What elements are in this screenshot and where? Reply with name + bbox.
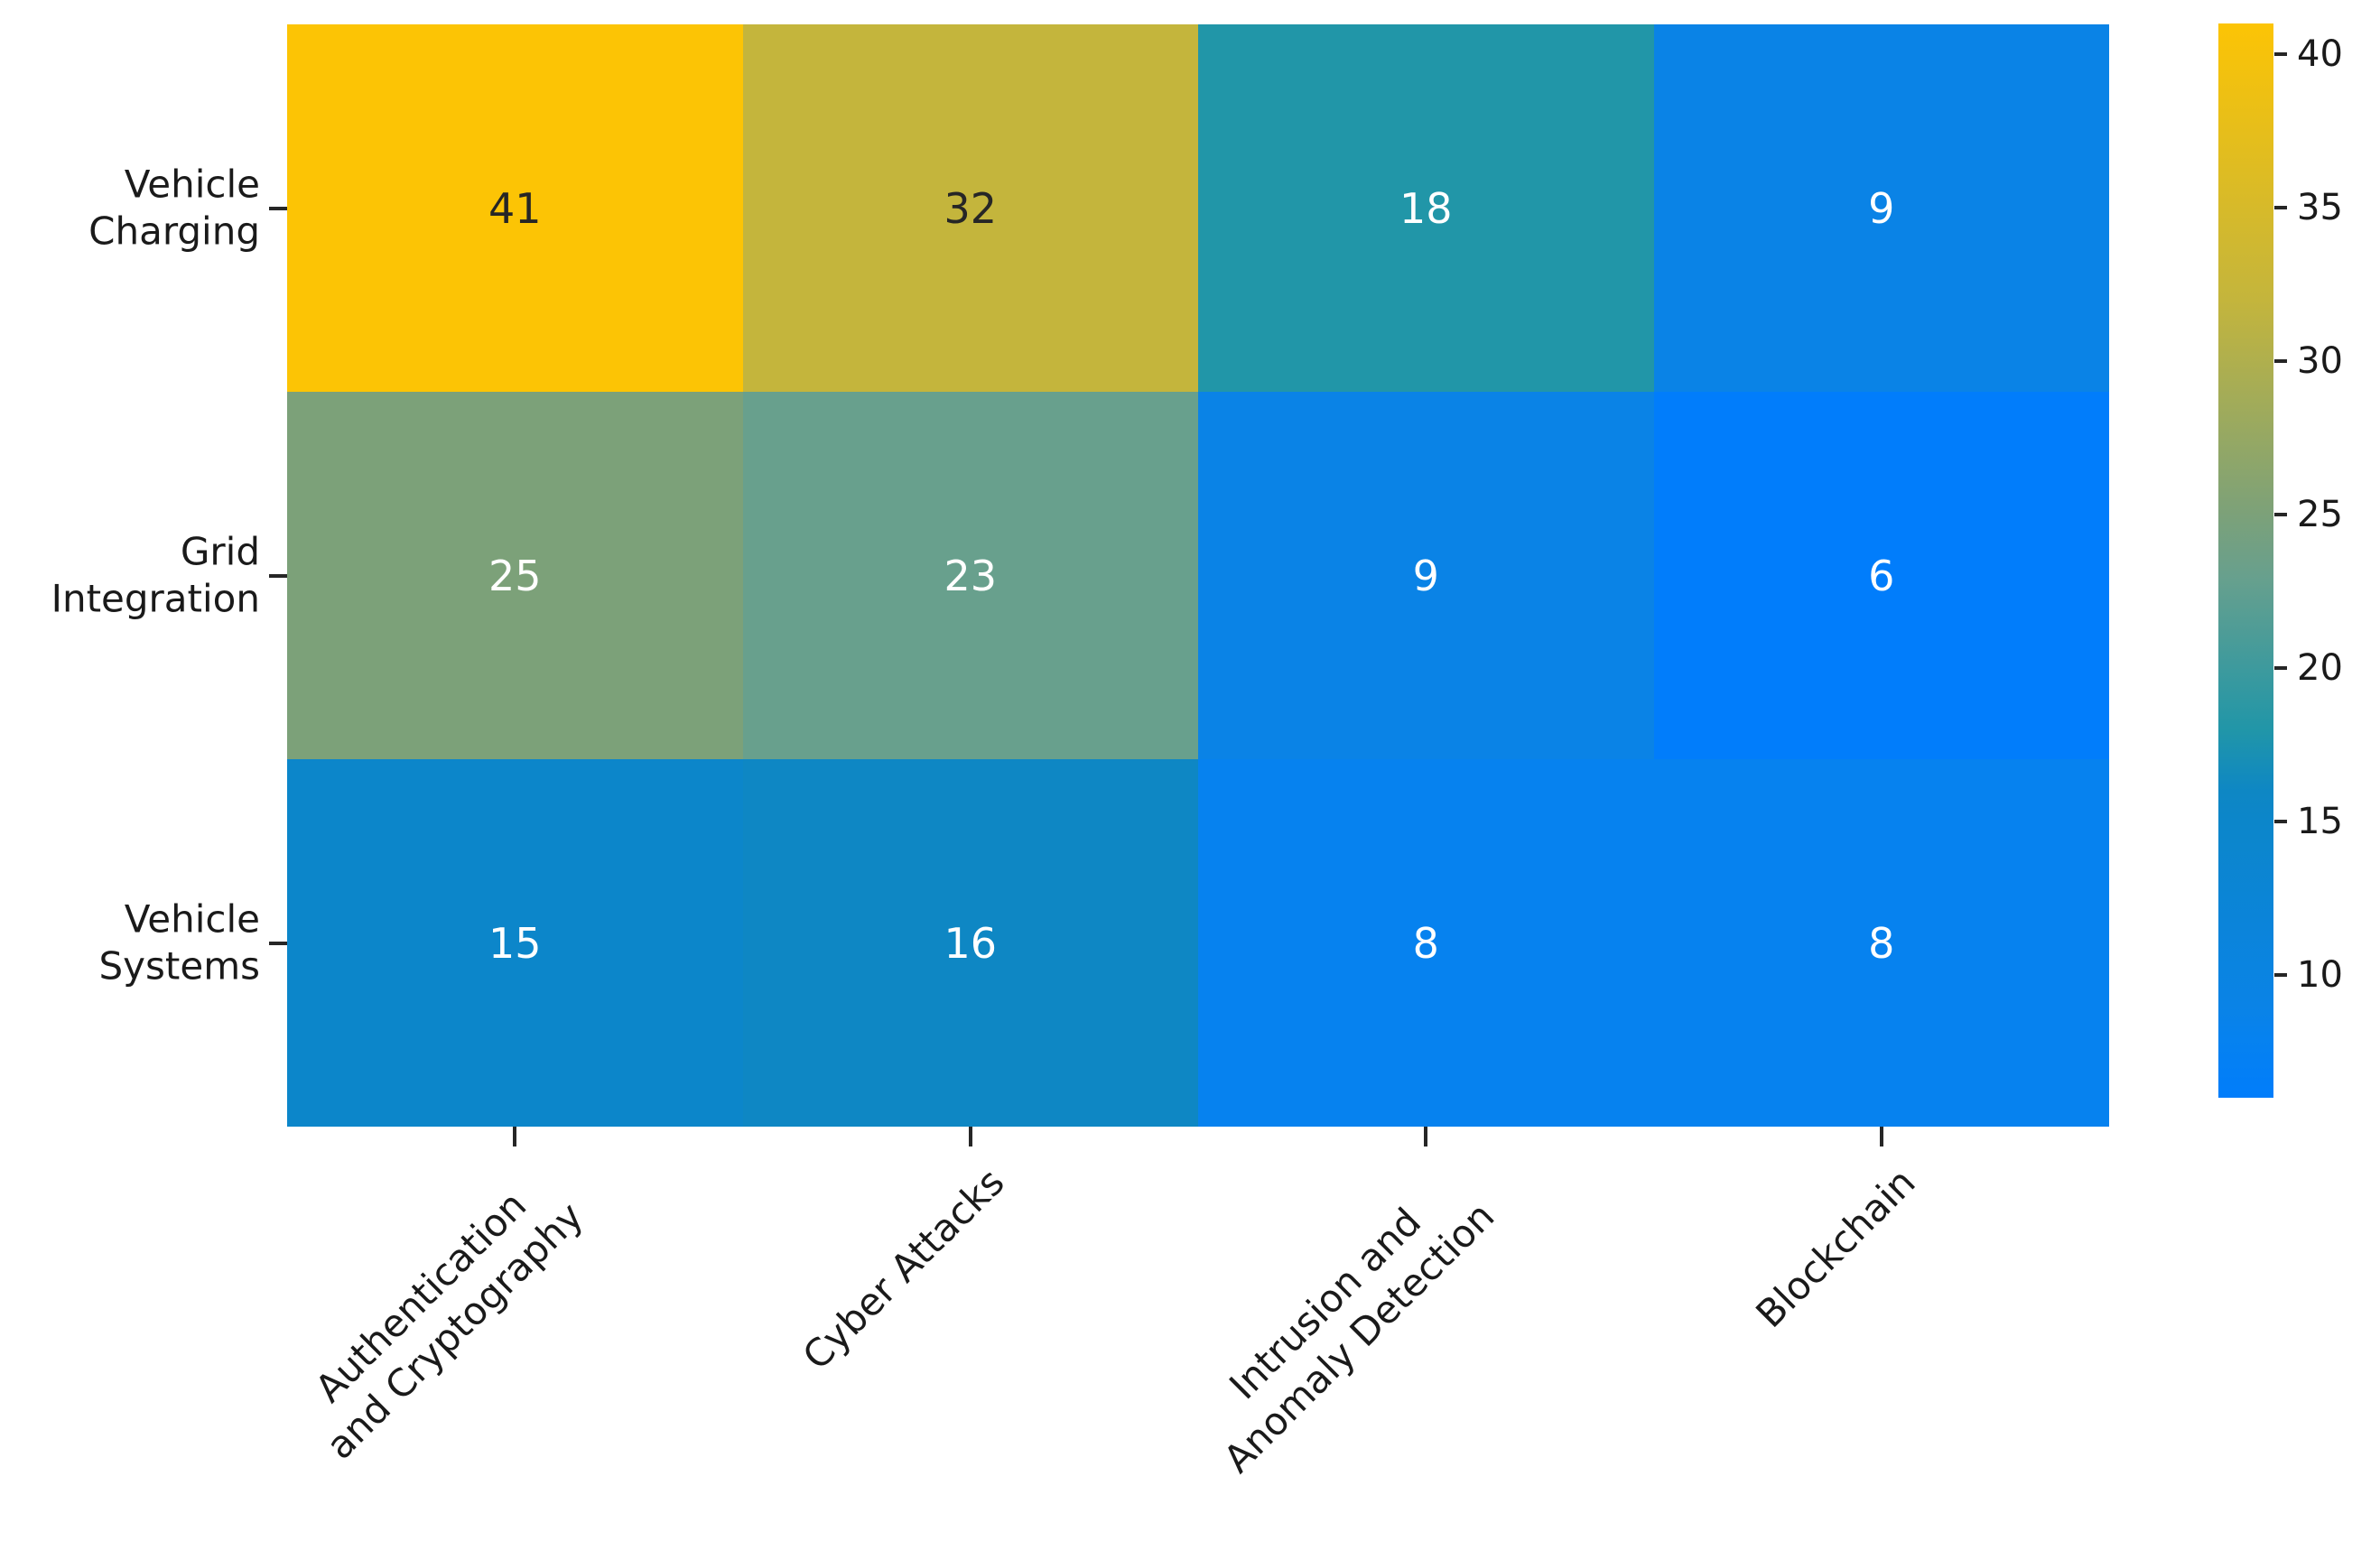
heatmap-cell: 18 — [1198, 24, 1654, 392]
cell-value: 8 — [1412, 918, 1439, 968]
cell-value: 9 — [1412, 551, 1439, 600]
heatmap-cell: 8 — [1653, 759, 2109, 1127]
x-tick — [968, 1127, 972, 1146]
x-tick — [1424, 1127, 1428, 1146]
colorbar-tick-label: 10 — [2297, 954, 2343, 996]
colorbar-tick-label: 35 — [2297, 187, 2343, 228]
cell-value: 16 — [944, 918, 998, 968]
y-tick-label: Vehicle Charging — [88, 162, 260, 254]
colorbar-tick — [2274, 820, 2287, 823]
y-tick — [269, 206, 287, 210]
x-tick-label: Intrusion and Anomaly Detection — [1214, 1193, 1502, 1481]
colorbar-tick-label: 30 — [2297, 340, 2343, 382]
y-tick — [269, 573, 287, 578]
x-tick-label: Blockchain — [1747, 1159, 1925, 1337]
cell-value: 23 — [944, 551, 998, 600]
colorbar-tick-label: 20 — [2297, 647, 2343, 689]
heatmap-cell: 16 — [742, 759, 1198, 1127]
heatmap-cell: 6 — [1653, 392, 2109, 759]
colorbar-tick-label: 25 — [2297, 494, 2343, 535]
heatmap-cell: 8 — [1198, 759, 1654, 1127]
x-tick — [1879, 1127, 1883, 1146]
colorbar-tick — [2274, 973, 2287, 977]
cell-value: 15 — [488, 918, 542, 968]
heatmap-cell: 9 — [1653, 24, 2109, 392]
x-tick-label: Cyber Attacks — [795, 1159, 1014, 1379]
colorbar-tick — [2274, 359, 2287, 363]
cell-value: 6 — [1868, 551, 1895, 600]
cell-value: 9 — [1868, 183, 1895, 233]
colorbar-tick-label: 15 — [2297, 801, 2343, 842]
cell-value: 18 — [1399, 183, 1453, 233]
heatmap-cell: 9 — [1198, 392, 1654, 759]
y-tick — [269, 941, 287, 945]
cell-value: 32 — [944, 183, 998, 233]
heatmap-cell: 32 — [742, 24, 1198, 392]
colorbar-tick — [2274, 666, 2287, 670]
colorbar-tick — [2274, 206, 2287, 209]
x-tick-label: Authentication and Cryptography — [306, 1183, 591, 1468]
cell-value: 25 — [488, 551, 542, 600]
cell-value: 8 — [1868, 918, 1895, 968]
y-tick-label: Vehicle Systems — [98, 896, 261, 989]
colorbar-tick — [2274, 52, 2287, 56]
y-tick-label: Grid Integration — [51, 529, 260, 621]
colorbar — [2218, 23, 2273, 1098]
cell-value: 41 — [488, 183, 542, 233]
colorbar-tick-label: 40 — [2297, 33, 2343, 75]
heatmap-cell: 41 — [287, 24, 743, 392]
heatmap-cell: 15 — [287, 759, 743, 1127]
heatmap-cell: 23 — [742, 392, 1198, 759]
colorbar-tick — [2274, 513, 2287, 516]
heatmap-plot: 41 32 18 9 25 23 9 6 15 16 8 8 — [287, 24, 2109, 1127]
heatmap-cell: 25 — [287, 392, 743, 759]
x-tick — [513, 1127, 517, 1146]
